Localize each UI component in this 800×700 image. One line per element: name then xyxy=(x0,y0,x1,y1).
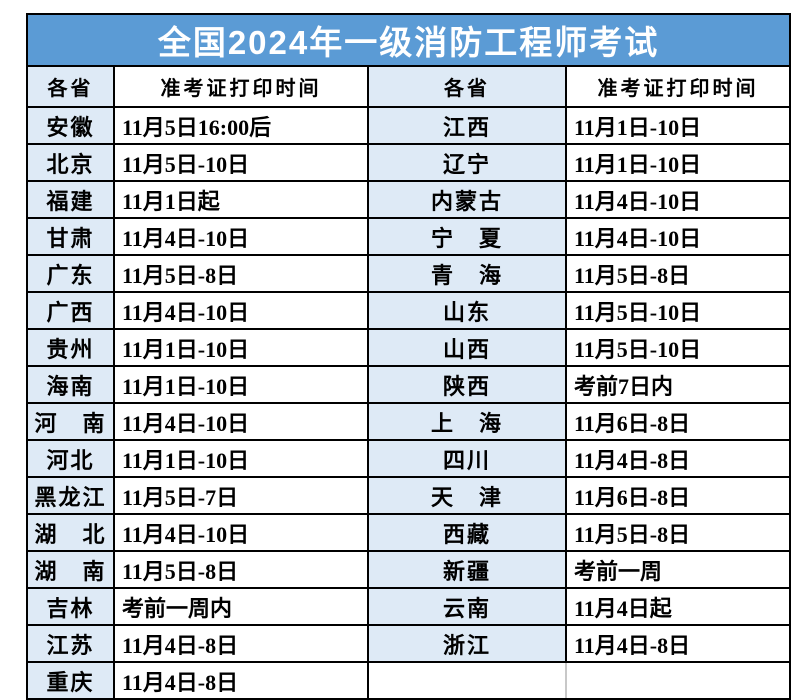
right-time-cell: 11月1日-10日 xyxy=(564,143,792,182)
left-time-cell: 11月5日-8日 xyxy=(113,550,369,589)
left-province-cell: 黑龙江 xyxy=(26,476,115,515)
left-time-cell: 11月1日-10日 xyxy=(113,439,369,478)
left-province-cell: 广西 xyxy=(26,291,115,330)
table-row: 吉林 考前一周内 云南 11月4日起 xyxy=(26,587,792,626)
right-province-cell: 上 海 xyxy=(367,402,567,441)
left-time-cell: 11月4日-10日 xyxy=(113,513,369,552)
left-time-cell: 11月5日16:00后 xyxy=(113,106,369,145)
right-time-cell: 11月6日-8日 xyxy=(564,476,792,515)
left-province-cell: 北京 xyxy=(26,143,115,182)
left-province-cell: 福建 xyxy=(26,180,115,219)
table-row: 福建 11月1日起 内蒙古 11月4日-10日 xyxy=(26,180,792,219)
right-time-cell: 11月6日-8日 xyxy=(564,402,792,441)
table-body: 安徽 11月5日16:00后 江西 11月1日-10日 北京 11月5日-10日 辽宁 11月… xyxy=(26,106,792,700)
left-province-cell: 海南 xyxy=(26,365,115,404)
right-province-cell: 陕西 xyxy=(367,365,567,404)
table-row: 重庆 11月4日-8日 xyxy=(26,661,792,700)
left-time-cell: 11月4日-10日 xyxy=(113,402,369,441)
right-province-cell: 浙江 xyxy=(367,624,567,663)
table-row: 甘肃 11月4日-10日宁 夏 11月4日-10日 xyxy=(26,217,792,256)
left-province-cell: 江苏 xyxy=(26,624,115,663)
right-time-cell: 11月4日起 xyxy=(564,587,792,626)
table-row: 河 南 11月4日-10日上 海 11月6日-8日 xyxy=(26,402,792,441)
table-row: 河北 11月1日-10日 四川 11月4日-8日 xyxy=(26,439,792,478)
left-province-cell: 湖 南 xyxy=(26,550,115,589)
right-time-cell: 11月5日-10日 xyxy=(564,291,792,330)
left-time-cell: 11月1日-10日 xyxy=(113,365,369,404)
col-header-time-left: 准考证打印时间 xyxy=(113,65,369,108)
left-province-cell: 河北 xyxy=(26,439,115,478)
table-row: 北京 11月5日-10日 辽宁 11月1日-10日 xyxy=(26,143,792,182)
column-header-row: 各省 准考证打印时间 各省 准考证打印时间 xyxy=(26,65,792,108)
table-row: 广西 11月4日-10日 山东 11月5日-10日 xyxy=(26,291,792,330)
right-province-cell: 青 海 xyxy=(367,254,567,293)
left-province-cell: 重庆 xyxy=(26,661,115,700)
col-header-province-right: 各省 xyxy=(367,65,567,108)
right-province-cell: 辽宁 xyxy=(367,143,567,182)
right-province-cell: 山西 xyxy=(367,328,567,367)
right-time-cell xyxy=(564,661,792,700)
left-province-cell: 广东 xyxy=(26,254,115,293)
col-header-time-right: 准考证打印时间 xyxy=(564,65,792,108)
right-province-cell xyxy=(367,661,567,700)
left-time-cell: 考前一周内 xyxy=(113,587,369,626)
table-row: 海南 11月1日-10日 陕西 考前7日内 xyxy=(26,365,792,404)
table-title: 全国2024年一级消防工程师考试 xyxy=(25,13,792,67)
left-time-cell: 11月1日-10日 xyxy=(113,328,369,367)
right-time-cell: 11月4日-8日 xyxy=(564,624,792,663)
right-province-cell: 江西 xyxy=(367,106,567,145)
left-province-cell: 安徽 xyxy=(26,106,115,145)
left-time-cell: 11月4日-8日 xyxy=(113,661,369,700)
table-row: 湖 北 11月4日-10日 西藏 11月5日-8日 xyxy=(26,513,792,552)
right-province-cell: 云南 xyxy=(367,587,567,626)
table-row: 广东 11月5日-8日青 海 11月5日-8日 xyxy=(26,254,792,293)
left-province-cell: 吉林 xyxy=(26,587,115,626)
left-time-cell: 11月4日-10日 xyxy=(113,217,369,256)
left-province-cell: 河 南 xyxy=(26,402,115,441)
left-time-cell: 11月5日-7日 xyxy=(113,476,369,515)
right-time-cell: 11月4日-10日 xyxy=(564,217,792,256)
right-province-cell: 天 津 xyxy=(367,476,567,515)
right-province-cell: 新疆 xyxy=(367,550,567,589)
right-time-cell: 11月1日-10日 xyxy=(564,106,792,145)
right-time-cell: 考前7日内 xyxy=(564,365,792,404)
right-time-cell: 11月4日-10日 xyxy=(564,180,792,219)
right-time-cell: 11月5日-8日 xyxy=(564,513,792,552)
right-province-cell: 内蒙古 xyxy=(367,180,567,219)
col-header-province-left: 各省 xyxy=(26,65,115,108)
table-row: 黑龙江 11月5日-7日天 津 11月6日-8日 xyxy=(26,476,792,515)
left-time-cell: 11月5日-10日 xyxy=(113,143,369,182)
right-time-cell: 11月5日-8日 xyxy=(564,254,792,293)
right-province-cell: 宁 夏 xyxy=(367,217,567,256)
table-row: 江苏 11月4日-8日 浙江 11月4日-8日 xyxy=(26,624,792,663)
left-time-cell: 11月1日起 xyxy=(113,180,369,219)
exam-schedule-table: 全国2024年一级消防工程师考试 各省 准考证打印时间 各省 准考证打印时间 安… xyxy=(25,13,792,700)
right-time-cell: 11月4日-8日 xyxy=(564,439,792,478)
table-row: 贵州 11月1日-10日 山西 11月5日-10日 xyxy=(26,328,792,367)
table-row: 安徽 11月5日16:00后 江西 11月1日-10日 xyxy=(26,106,792,145)
left-time-cell: 11月4日-8日 xyxy=(113,624,369,663)
right-province-cell: 西藏 xyxy=(367,513,567,552)
right-time-cell: 11月5日-10日 xyxy=(564,328,792,367)
right-province-cell: 山东 xyxy=(367,291,567,330)
right-time-cell: 考前一周 xyxy=(564,550,792,589)
table-row: 湖 南 11月5日-8日 新疆 考前一周 xyxy=(26,550,792,589)
left-province-cell: 甘肃 xyxy=(26,217,115,256)
right-province-cell: 四川 xyxy=(367,439,567,478)
left-province-cell: 贵州 xyxy=(26,328,115,367)
left-time-cell: 11月5日-8日 xyxy=(113,254,369,293)
title-row: 全国2024年一级消防工程师考试 xyxy=(25,13,792,67)
left-province-cell: 湖 北 xyxy=(26,513,115,552)
left-time-cell: 11月4日-10日 xyxy=(113,291,369,330)
